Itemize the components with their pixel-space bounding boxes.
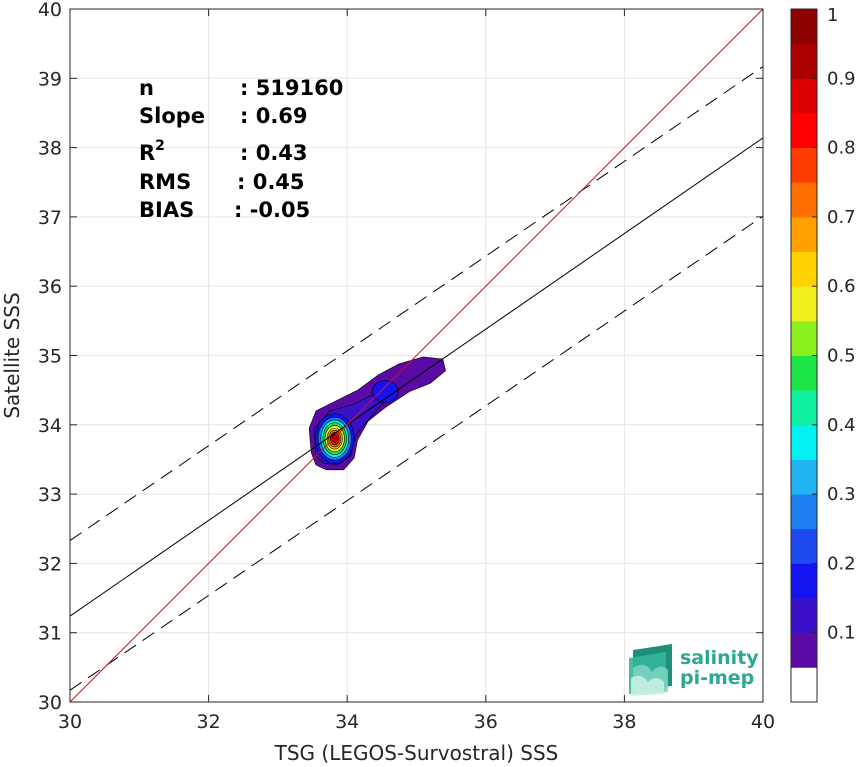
x-tick-label: 36 xyxy=(474,711,498,733)
x-tick-label: 32 xyxy=(197,711,221,733)
colorbar-segment xyxy=(791,43,817,79)
colorbar-segment xyxy=(791,286,817,322)
colorbar-segment xyxy=(791,182,817,218)
colorbar-segment xyxy=(791,320,817,356)
density-contour-level xyxy=(331,434,338,443)
colorbar-segment xyxy=(791,355,817,391)
logo-line2: pi-mep xyxy=(680,667,754,689)
y-tick-label: 30 xyxy=(38,692,62,714)
stats-box: n : 519160 Slope : 0.69 R2 : 0.43 RMS : 0.45 BIA… xyxy=(139,76,343,222)
salinity-pi-mep-logo: salinity pi-mep xyxy=(629,644,759,696)
wave-logo-icon xyxy=(629,644,672,696)
colorbar-tick-label: 0.6 xyxy=(827,276,856,297)
colorbar-tick-label: 0.7 xyxy=(827,207,856,228)
colorbar-tick-label: 0.1 xyxy=(827,623,856,644)
y-tick-label: 31 xyxy=(38,623,62,645)
colorbar-tick-label: 0.8 xyxy=(827,138,856,159)
stats-key: BIAS xyxy=(139,198,194,222)
stats-value: : 0.45 xyxy=(237,170,305,194)
colorbar-tick-label: 0.4 xyxy=(827,415,856,436)
colorbar-tick-label: 0.3 xyxy=(827,484,856,505)
y-tick-label: 40 xyxy=(38,0,62,21)
colorbar-segment xyxy=(791,424,817,460)
colorbar-segment xyxy=(791,528,817,564)
colorbar-segment xyxy=(791,494,817,530)
density-contour-level xyxy=(372,380,399,403)
stats-value: : 0.43 xyxy=(240,141,308,165)
density-contours xyxy=(308,356,446,471)
y-tick-label: 39 xyxy=(38,68,62,90)
stats-value: : 0.69 xyxy=(240,104,308,128)
colorbar-segment xyxy=(791,459,817,495)
x-axis-label: TSG (LEGOS-Survostral) SSS xyxy=(274,741,559,765)
x-tick-label: 40 xyxy=(751,711,775,733)
fit-lines xyxy=(69,8,764,703)
identity-line xyxy=(69,8,764,703)
axis-ticks: 30 32 34 36 38 40 30 31 32 33 34 35 36 37 38 39 40 xyxy=(38,0,775,733)
x-tick-label: 30 xyxy=(58,711,82,733)
stats-key: R2 xyxy=(139,138,165,165)
colorbar-segment xyxy=(791,216,817,252)
stats-value: : -0.05 xyxy=(234,198,310,222)
y-tick-label: 32 xyxy=(38,553,62,575)
x-tick-label: 38 xyxy=(612,711,636,733)
stats-key: n xyxy=(139,76,154,100)
colorbar-segment xyxy=(791,251,817,287)
colorbar-segment xyxy=(791,9,817,45)
y-tick-label: 38 xyxy=(38,138,62,160)
colorbar-segment xyxy=(791,598,817,634)
y-tick-label: 34 xyxy=(38,415,62,437)
y-tick-label: 36 xyxy=(38,276,62,298)
colorbar-tick-label: 0.2 xyxy=(827,553,856,574)
regression-line xyxy=(69,137,764,617)
stats-key: Slope xyxy=(139,104,205,128)
colorbar: 0.1 0.2 0.3 0.4 0.5 0.6 0.7 0.8 0.9 1 xyxy=(790,5,856,703)
colorbar-tick-label: 1 xyxy=(827,5,838,26)
colorbar-tick-label: 0.5 xyxy=(827,346,856,367)
logo-line1: salinity xyxy=(680,647,759,669)
y-tick-label: 37 xyxy=(38,207,62,229)
colorbar-segment xyxy=(791,78,817,114)
y-tick-label: 35 xyxy=(38,346,62,368)
colorbar-segment xyxy=(791,667,817,703)
upper-bound-line xyxy=(69,66,764,541)
stats-value: : 519160 xyxy=(240,76,343,100)
x-tick-label: 34 xyxy=(335,711,359,733)
colorbar-segment xyxy=(791,112,817,148)
stats-key: RMS xyxy=(139,170,191,194)
colorbar-segment xyxy=(791,390,817,426)
colorbar-segment xyxy=(791,147,817,183)
lower-bound-line xyxy=(69,215,764,691)
colorbar-segment xyxy=(791,632,817,668)
colorbar-tick-label: 0.9 xyxy=(827,68,856,89)
y-axis-label: Satellite SSS xyxy=(0,292,24,418)
colorbar-segment xyxy=(791,563,817,599)
stats-superscript: 2 xyxy=(155,138,165,154)
y-tick-label: 33 xyxy=(38,484,62,506)
